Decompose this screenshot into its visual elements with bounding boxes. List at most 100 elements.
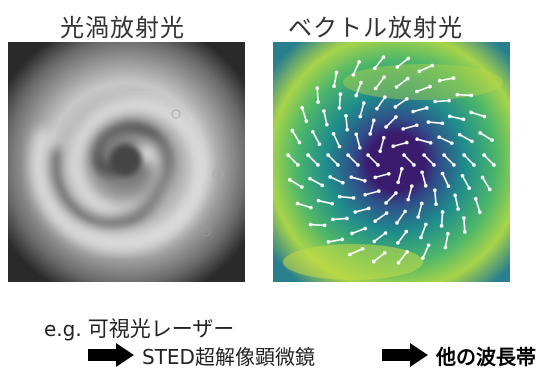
polarization-arrow	[439, 77, 454, 82]
polarization-arrow	[309, 177, 323, 187]
polarization-arrow	[385, 192, 397, 204]
arrow-head	[384, 125, 388, 129]
polarization-arrow	[440, 211, 444, 226]
arrow-head	[456, 207, 460, 211]
arrow-head	[406, 197, 410, 202]
polarization-arrow	[329, 176, 344, 184]
arrow-head	[356, 163, 360, 167]
title-vector-beam: ベクトル放射光	[288, 14, 463, 42]
arrow-head	[452, 163, 456, 167]
arrow-head	[473, 197, 478, 201]
polarization-arrow	[312, 131, 321, 145]
arrow-head	[376, 189, 381, 193]
arrow-head	[325, 122, 329, 127]
arrow-head	[482, 114, 487, 119]
polarization-arrow	[428, 121, 443, 125]
arrow-head	[478, 210, 482, 215]
polarization-arrow	[323, 110, 328, 125]
arrow-head	[440, 210, 445, 214]
arrow-head	[297, 140, 302, 145]
polarization-arrow	[351, 227, 366, 235]
polarization-arrow	[359, 102, 365, 117]
arrow-head	[345, 127, 349, 132]
flow-step-1: STED超解像顕微鏡	[88, 338, 315, 372]
arrow-head	[366, 153, 370, 157]
arrow-head	[393, 105, 398, 109]
arrow-head	[406, 56, 411, 61]
arrow-head	[290, 128, 295, 133]
arrow-head	[462, 230, 467, 234]
polarization-arrow	[373, 252, 386, 263]
arrow-head	[358, 145, 362, 150]
polarization-arrow	[316, 87, 319, 103]
right-arrow-icon	[382, 343, 428, 367]
arrow-head	[455, 92, 460, 97]
arrow-head	[490, 138, 494, 142]
example-prefix: e.g.	[44, 317, 82, 341]
arrow-head	[446, 231, 450, 236]
polarization-arrow	[289, 179, 303, 188]
arrow-head	[337, 144, 342, 149]
polarization-arrow	[397, 231, 407, 244]
arrow-head	[336, 163, 340, 167]
polarization-arrow	[352, 61, 360, 76]
polarization-arrow	[459, 133, 473, 143]
polarization-arrow	[333, 72, 338, 87]
arrow-head	[440, 121, 445, 126]
arrow-head	[371, 259, 376, 264]
arrow-head	[381, 55, 386, 60]
arrow-head	[322, 109, 326, 113]
arrow-head	[446, 184, 451, 188]
polarization-arrow	[328, 238, 343, 243]
arrow-head	[383, 95, 387, 99]
arrow-head	[426, 243, 431, 248]
polarization-arrow	[463, 217, 466, 233]
title-optical-vortex: 光渦放射光	[60, 14, 185, 42]
arrow-head	[376, 163, 380, 167]
polarization-arrow	[365, 190, 379, 196]
arrow-head	[337, 106, 342, 110]
arrow-head	[296, 163, 300, 167]
arrow-head	[332, 84, 336, 89]
arrow-head	[420, 201, 424, 206]
polarization-arrow	[355, 82, 362, 96]
arrow-head	[386, 171, 391, 176]
arrow-head	[382, 251, 387, 255]
arrow-head	[295, 201, 300, 206]
arrow-head	[345, 216, 349, 221]
arrow-head	[311, 130, 315, 134]
polarization-arrow	[347, 154, 359, 166]
polarization-arrow	[379, 137, 385, 152]
polarization-arrow	[355, 207, 369, 213]
arrow-head	[426, 120, 431, 124]
vector-beam-polarization-image	[273, 42, 510, 282]
polarization-arrow	[444, 233, 449, 248]
arrow-head	[469, 110, 473, 115]
arrow-head	[341, 180, 345, 185]
arrow-head	[396, 241, 400, 245]
arrow-head	[328, 175, 332, 179]
polarization-arrow	[394, 98, 408, 108]
polarization-arrow	[413, 107, 427, 113]
arrow-head	[357, 60, 361, 64]
arrow-head	[451, 76, 456, 80]
polarization-arrow	[441, 173, 450, 187]
arrow-head	[412, 163, 416, 167]
polarization-arrow	[470, 111, 485, 118]
arrow-head	[434, 202, 438, 207]
arrow-head	[334, 70, 339, 75]
arrow-head	[363, 192, 368, 197]
arrow-head	[404, 140, 409, 145]
arrow-head	[354, 132, 359, 137]
polarization-arrow	[349, 248, 363, 256]
polarization-arrow	[434, 190, 437, 205]
arrow-head	[414, 123, 419, 128]
polarization-arrow	[463, 154, 475, 166]
polarization-arrow	[479, 132, 493, 141]
arrow-head	[331, 132, 336, 136]
arrow-head	[453, 193, 457, 198]
polarization-arrow	[307, 154, 319, 166]
polarization-arrow	[449, 115, 464, 121]
arrow-head	[403, 209, 407, 214]
arrow-head	[320, 183, 325, 188]
